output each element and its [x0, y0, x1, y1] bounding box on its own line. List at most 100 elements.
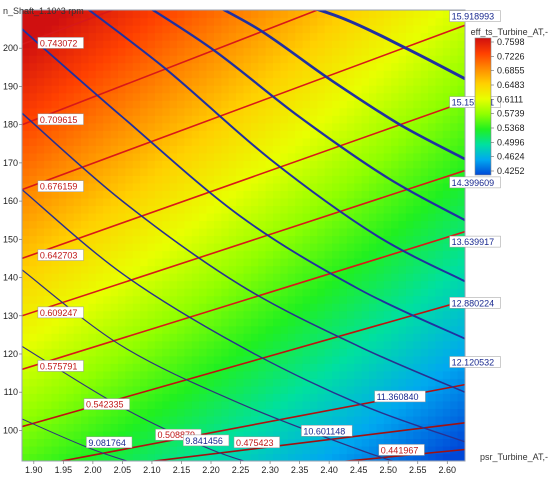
- heatmap-cell: [36, 258, 45, 267]
- heatmap-cell: [280, 130, 289, 139]
- heatmap-cell: [332, 325, 341, 334]
- heatmap-cell: [213, 363, 222, 372]
- heatmap-cell: [442, 378, 451, 387]
- heatmap-cell: [51, 340, 60, 349]
- x-axis-title: psr_Turbine_AT,-: [480, 452, 548, 462]
- efficiency-contour-label-box: [378, 444, 425, 456]
- heatmap-cell: [184, 378, 193, 387]
- heatmap-cell: [236, 220, 245, 229]
- heatmap-cell: [147, 363, 156, 372]
- heatmap-cell: [117, 160, 126, 169]
- heatmap-cell: [450, 197, 459, 207]
- heatmap-cell: [376, 400, 385, 409]
- heatmap-cell: [435, 408, 444, 417]
- heatmap-cell: [140, 378, 149, 387]
- heatmap-cell: [125, 340, 134, 349]
- heatmap-cell: [391, 310, 400, 319]
- heatmap-cell: [258, 265, 267, 274]
- power-contour-label: 11.360840: [377, 392, 419, 402]
- heatmap-cell: [44, 197, 53, 207]
- heatmap-cell: [405, 212, 414, 222]
- heatmap-cell: [184, 318, 193, 327]
- heatmap-cell: [383, 363, 392, 372]
- heatmap-cell: [154, 363, 163, 372]
- heatmap-cell: [309, 107, 318, 116]
- heatmap-cell: [73, 355, 82, 364]
- heatmap-cell: [309, 303, 318, 312]
- heatmap-cell: [132, 32, 141, 41]
- heatmap-cell: [413, 152, 422, 161]
- heatmap-cell: [36, 415, 45, 425]
- heatmap-cell: [154, 175, 163, 184]
- heatmap-cell: [162, 40, 171, 49]
- heatmap-cell: [450, 348, 459, 357]
- heatmap-cell: [398, 258, 407, 267]
- heatmap-cell: [66, 438, 75, 447]
- heatmap-cell: [420, 325, 429, 334]
- heatmap-cell: [391, 288, 400, 297]
- heatmap-cell: [110, 70, 119, 79]
- heatmap-cell: [309, 227, 318, 237]
- heatmap-cell: [103, 423, 112, 432]
- heatmap-cell: [236, 190, 245, 199]
- heatmap-cell: [103, 355, 112, 364]
- heatmap-cell: [169, 423, 178, 432]
- heatmap-cell: [95, 55, 104, 64]
- heatmap-cell: [332, 62, 341, 71]
- heatmap-cell: [228, 145, 237, 154]
- heatmap-cell: [22, 167, 30, 176]
- heatmap-cell: [405, 333, 414, 342]
- heatmap-cell: [88, 10, 97, 19]
- heatmap-cell: [273, 258, 282, 267]
- heatmap-cell: [206, 152, 215, 161]
- heatmap-cell: [391, 160, 400, 169]
- heatmap-cell: [191, 415, 200, 425]
- heatmap-cell: [309, 325, 318, 334]
- heatmap-cell: [125, 190, 134, 199]
- heatmap-cell: [22, 355, 30, 364]
- heatmap-cell: [295, 400, 304, 409]
- heatmap-cell: [243, 77, 252, 86]
- heatmap-cell: [110, 32, 119, 41]
- heatmap-cell: [450, 385, 459, 394]
- heatmap-cell: [103, 408, 112, 417]
- heatmap-cell: [81, 122, 90, 131]
- heatmap-cell: [206, 55, 215, 64]
- heatmap-cell: [58, 137, 67, 146]
- heatmap-cell: [110, 333, 119, 342]
- heatmap-cell: [250, 190, 259, 199]
- heatmap-cell: [435, 423, 444, 432]
- heatmap-cell: [383, 100, 392, 109]
- heatmap-cell: [44, 62, 53, 71]
- heatmap-cell: [36, 288, 45, 297]
- heatmap-cell: [81, 348, 90, 357]
- heatmap-cell: [273, 182, 282, 191]
- heatmap-cell: [66, 445, 75, 455]
- heatmap-cell: [58, 130, 67, 139]
- heatmap-cell: [221, 220, 230, 229]
- heatmap-cell: [29, 10, 38, 19]
- heatmap-cell: [88, 250, 97, 259]
- heatmap-cell: [398, 190, 407, 199]
- heatmap-cell: [346, 273, 355, 282]
- heatmap-cell: [169, 310, 178, 319]
- heatmap-cell: [369, 295, 377, 304]
- heatmap-cell: [376, 227, 385, 237]
- heatmap-cell: [73, 340, 82, 349]
- heatmap-cell: [346, 62, 355, 71]
- heatmap-cell: [243, 40, 252, 49]
- heatmap-cell: [258, 205, 267, 214]
- efficiency-contour-label-box: [233, 436, 280, 449]
- heatmap-cell: [73, 122, 82, 131]
- power-contour-label-box: [301, 425, 353, 437]
- heatmap-cell: [413, 408, 422, 417]
- heatmap-cell: [169, 62, 178, 71]
- heatmap-cell: [280, 438, 289, 447]
- heatmap-cell: [206, 355, 215, 364]
- x-tick-label: 2.35: [291, 465, 309, 475]
- heatmap-cell: [273, 453, 282, 461]
- heatmap-cell: [428, 265, 437, 274]
- heatmap-cell: [177, 32, 186, 41]
- heatmap-cell: [213, 340, 222, 349]
- heatmap-cell: [280, 40, 289, 49]
